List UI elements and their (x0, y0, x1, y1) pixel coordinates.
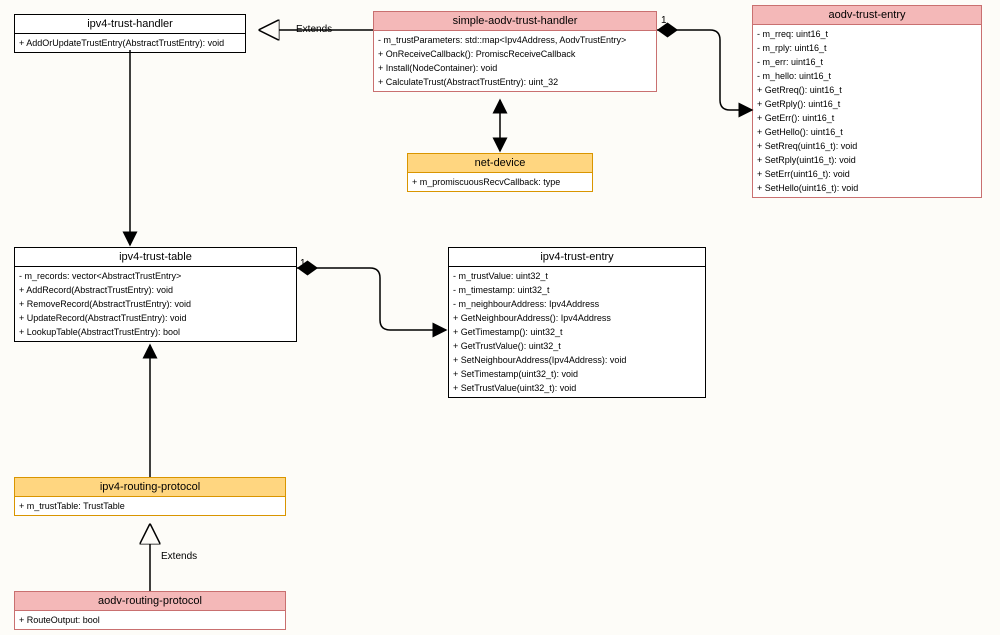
member: - m_neighbourAddress: Ipv4Address (453, 297, 701, 311)
member: + GetRply(): uint16_t (757, 97, 977, 111)
class-ipv4-routing-protocol: ipv4-routing-protocol + m_trustTable: Tr… (14, 477, 286, 516)
member: + GetHello(): uint16_t (757, 125, 977, 139)
class-members: - m_records: vector<AbstractTrustEntry> … (15, 267, 296, 341)
member: + RemoveRecord(AbstractTrustEntry): void (19, 297, 292, 311)
class-members: + m_trustTable: TrustTable (15, 497, 285, 515)
member: - m_records: vector<AbstractTrustEntry> (19, 269, 292, 283)
member: + SetTimestamp(uint32_t): void (453, 367, 701, 381)
class-members: + AddOrUpdateTrustEntry(AbstractTrustEnt… (15, 34, 245, 52)
class-members: - m_trustParameters: std::map<Ipv4Addres… (374, 31, 656, 91)
member: + AddRecord(AbstractTrustEntry): void (19, 283, 292, 297)
multiplicity-label: 1 (300, 258, 306, 269)
member: - m_rreq: uint16_t (757, 27, 977, 41)
member: + CalculateTrust(AbstractTrustEntry): ui… (378, 75, 652, 89)
extends-label: Extends (296, 24, 332, 35)
member: + UpdateRecord(AbstractTrustEntry): void (19, 311, 292, 325)
member: + SetNeighbourAddress(Ipv4Address): void (453, 353, 701, 367)
member: + LookupTable(AbstractTrustEntry): bool (19, 325, 292, 339)
member: + GetTimestamp(): uint32_t (453, 325, 701, 339)
class-title: net-device (408, 154, 592, 173)
member: + RouteOutput: bool (19, 613, 281, 627)
multiplicity-label: 1 (661, 15, 667, 26)
class-ipv4-trust-handler: ipv4-trust-handler + AddOrUpdateTrustEnt… (14, 14, 246, 53)
extends-label: Extends (161, 551, 197, 562)
class-title: ipv4-trust-table (15, 248, 296, 267)
member: - m_hello: uint16_t (757, 69, 977, 83)
member: - m_trustValue: uint32_t (453, 269, 701, 283)
class-title: ipv4-routing-protocol (15, 478, 285, 497)
multiplicity-label: 1 (741, 105, 747, 116)
member: + SetTrustValue(uint32_t): void (453, 381, 701, 395)
class-net-device: net-device + m_promiscuousRecvCallback: … (407, 153, 593, 192)
class-members: - m_trustValue: uint32_t - m_timestamp: … (449, 267, 705, 397)
member: + GetErr(): uint16_t (757, 111, 977, 125)
member: + OnReceiveCallback(): PromiscReceiveCal… (378, 47, 652, 61)
member: + GetNeighbourAddress(): Ipv4Address (453, 311, 701, 325)
class-title: ipv4-trust-handler (15, 15, 245, 34)
member: + SetHello(uint16_t): void (757, 181, 977, 195)
member: - m_err: uint16_t (757, 55, 977, 69)
member: - m_timestamp: uint32_t (453, 283, 701, 297)
class-members: + m_promiscuousRecvCallback: type (408, 173, 592, 191)
class-members: + RouteOutput: bool (15, 611, 285, 629)
class-aodv-trust-entry: aodv-trust-entry - m_rreq: uint16_t - m_… (752, 5, 982, 198)
class-title: aodv-trust-entry (753, 6, 981, 25)
member: + SetErr(uint16_t): void (757, 167, 977, 181)
member: + Install(NodeContainer): void (378, 61, 652, 75)
class-ipv4-trust-entry: ipv4-trust-entry - m_trustValue: uint32_… (448, 247, 706, 398)
member: + SetRreq(uint16_t): void (757, 139, 977, 153)
member: - m_rply: uint16_t (757, 41, 977, 55)
class-ipv4-trust-table: ipv4-trust-table - m_records: vector<Abs… (14, 247, 297, 342)
member: + GetRreq(): uint16_t (757, 83, 977, 97)
class-title: simple-aodv-trust-handler (374, 12, 656, 31)
member: + AddOrUpdateTrustEntry(AbstractTrustEnt… (19, 36, 241, 50)
member: + GetTrustValue(): uint32_t (453, 339, 701, 353)
member: + SetRply(uint16_t): void (757, 153, 977, 167)
class-title: ipv4-trust-entry (449, 248, 705, 267)
class-title: aodv-routing-protocol (15, 592, 285, 611)
class-simple-aodv-trust-handler: simple-aodv-trust-handler - m_trustParam… (373, 11, 657, 92)
class-members: - m_rreq: uint16_t - m_rply: uint16_t - … (753, 25, 981, 197)
member: + m_trustTable: TrustTable (19, 499, 281, 513)
member: - m_trustParameters: std::map<Ipv4Addres… (378, 33, 652, 47)
class-aodv-routing-protocol: aodv-routing-protocol + RouteOutput: boo… (14, 591, 286, 630)
member: + m_promiscuousRecvCallback: type (412, 175, 588, 189)
